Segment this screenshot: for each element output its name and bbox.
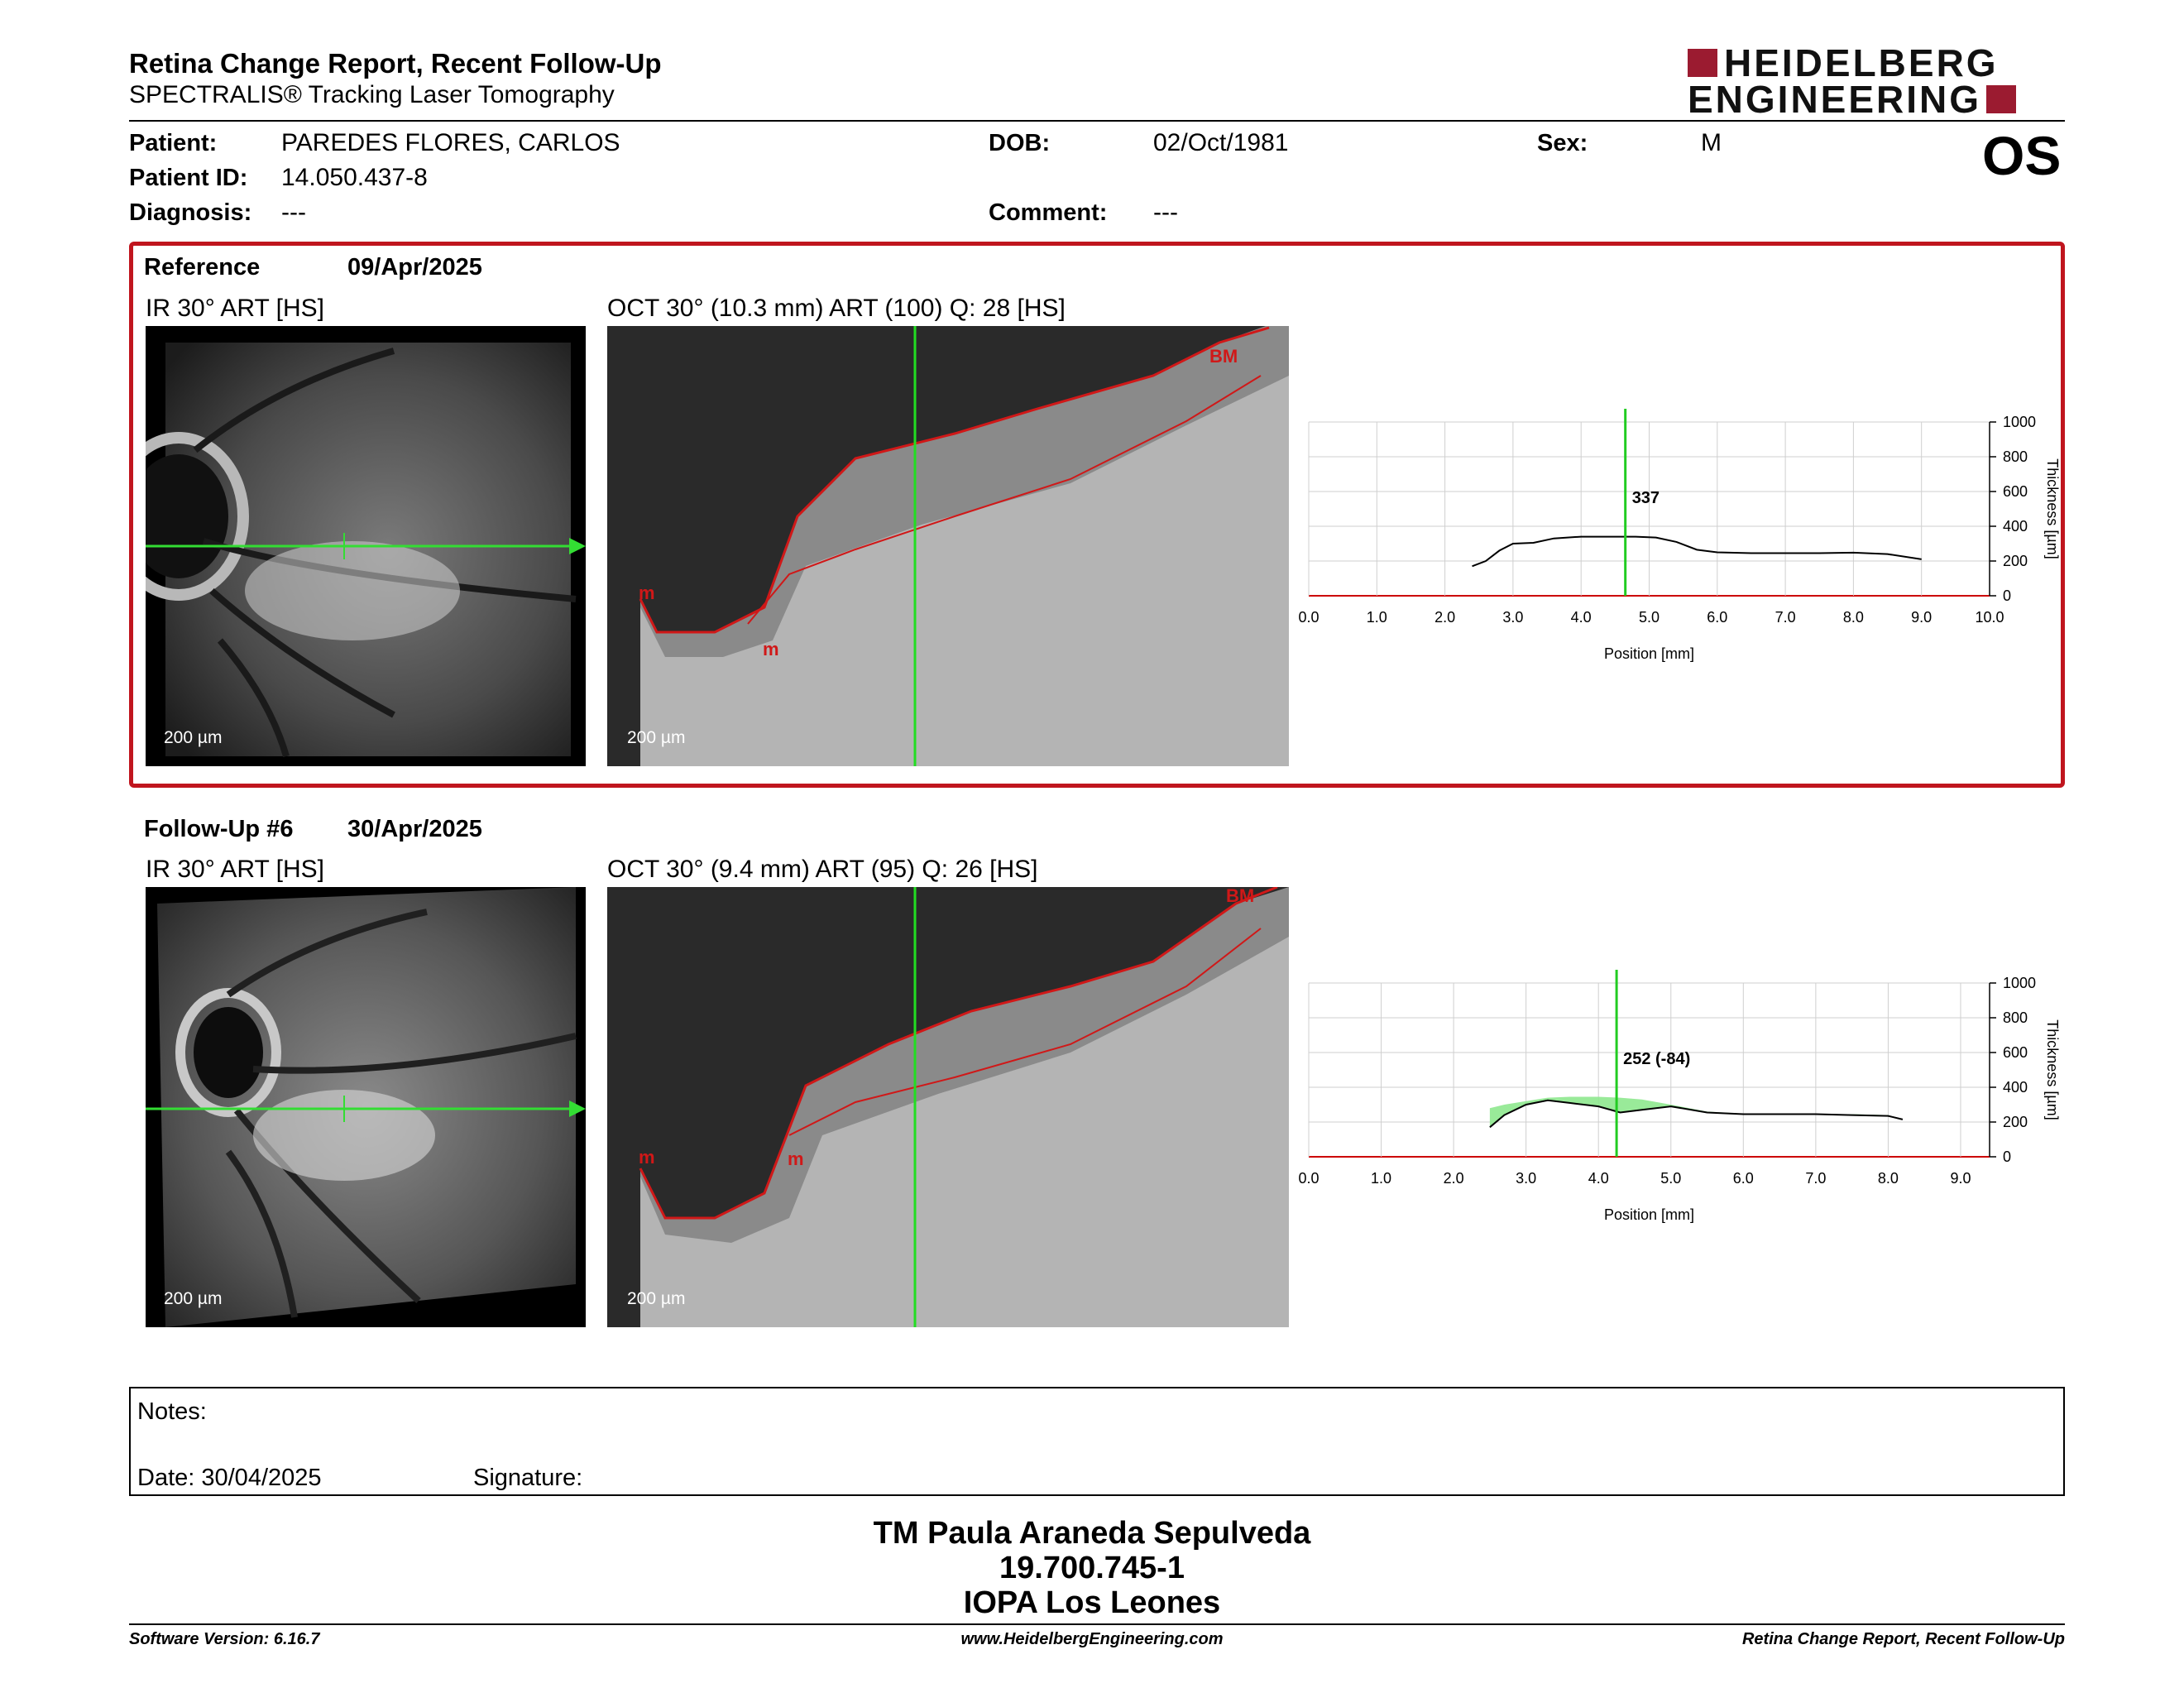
- tick-label-y: 200: [2003, 553, 2028, 569]
- tick-label-x: 7.0: [1775, 609, 1796, 626]
- notes-label: Notes:: [137, 1398, 207, 1425]
- followup-ir-image[interactable]: 200 µm: [146, 887, 586, 1327]
- tick-label-x: 2.0: [1434, 609, 1455, 626]
- tick-label-x: 3.0: [1516, 1170, 1536, 1187]
- footer-url[interactable]: www.HeidelbergEngineering.com: [960, 1630, 1224, 1648]
- followup-ir-scale: 200 µm: [164, 1289, 223, 1308]
- footer-divider: [129, 1623, 2065, 1625]
- tick-label-x: 0.0: [1298, 609, 1319, 626]
- heidelberg-logo: HEIDELBERG ENGINEERING: [1688, 44, 2068, 118]
- sex-label: Sex:: [1537, 130, 1588, 156]
- patient-id: 14.050.437-8: [281, 164, 428, 191]
- reference-oct-marker-m2: m: [763, 639, 779, 659]
- tick-label-y: 400: [2003, 518, 2028, 535]
- eye-indicator: OS: [1982, 125, 2062, 186]
- tick-label-x: 4.0: [1571, 609, 1592, 626]
- signatory-name: TM Paula Araneda Sepulveda: [873, 1516, 1311, 1551]
- tick-label-x: 0.0: [1298, 1170, 1319, 1187]
- tick-label-y: 600: [2003, 483, 2028, 500]
- reference-thickness-chart: 0 200 400 600 800 1000 0.0 1.0 2.0 3.0 4.0 5.0 6.0 7.…: [1291, 409, 2068, 682]
- tick-label-x: 5.0: [1639, 609, 1660, 626]
- logo-square-icon: [1688, 49, 1717, 77]
- reference-label: Reference: [144, 254, 261, 281]
- followup-ir-caption: IR 30° ART [HS]: [146, 856, 324, 883]
- followup-oct-marker-m2: m: [788, 1149, 804, 1169]
- tick-label-x: 5.0: [1660, 1170, 1681, 1187]
- logo-square-icon: [1986, 85, 2017, 113]
- thickness-change-area: [1489, 1096, 1903, 1128]
- tick-label-y: 1000: [2003, 975, 2036, 991]
- patient-id-label: Patient ID:: [129, 165, 248, 191]
- reference-ir-caption: IR 30° ART [HS]: [146, 295, 324, 322]
- reference-oct-scale: 200 µm: [627, 728, 686, 747]
- cursor-value-label: 337: [1632, 489, 1660, 507]
- tick-label-x: 9.0: [1950, 1170, 1971, 1187]
- dob-value: 02/Oct/1981: [1153, 129, 1289, 156]
- diagnosis-value: ---: [281, 199, 306, 226]
- followup-thickness-chart-svg: 0 200 400 600 800 1000 0.0 1.0 2.0 3.0 4.0 5.0 6.0 7.…: [1298, 970, 2061, 1223]
- tick-label-x: 1.0: [1371, 1170, 1391, 1187]
- followup-date: 30/Apr/2025: [347, 816, 482, 842]
- x-axis-label: Position [mm]: [1604, 1206, 1694, 1223]
- followup-oct-caption: OCT 30° (9.4 mm) ART (95) Q: 26 [HS]: [607, 856, 1038, 883]
- signatory-id: 19.700.745-1: [999, 1551, 1185, 1585]
- tick-label-y: 1000: [2003, 414, 2036, 430]
- y-axis-label: Thickness [µm]: [2044, 1019, 2061, 1120]
- y-axis-label: Thickness [µm]: [2044, 458, 2061, 559]
- header-divider: [129, 120, 2065, 122]
- tick-label-x: 4.0: [1588, 1170, 1609, 1187]
- cursor-value-label: 252 (-84): [1623, 1050, 1690, 1068]
- tick-label-y: 800: [2003, 1009, 2028, 1026]
- dob-label: DOB:: [989, 130, 1051, 156]
- followup-label: Follow-Up #6: [144, 816, 294, 842]
- tick-label-x: 1.0: [1367, 609, 1387, 626]
- reference-date: 09/Apr/2025: [347, 254, 482, 281]
- x-axis-label: Position [mm]: [1604, 645, 1694, 662]
- sex-value: M: [1701, 129, 1722, 156]
- tick-label-y: 800: [2003, 448, 2028, 465]
- followup-oct-scale: 200 µm: [627, 1289, 686, 1308]
- followup-thickness-chart: 0 200 400 600 800 1000 0.0 1.0 2.0 3.0 4.0 5.0 6.0 7.…: [1291, 970, 2068, 1243]
- tick-label-x: 9.0: [1911, 609, 1932, 626]
- footer-report-name: Retina Change Report, Recent Follow-Up: [1741, 1630, 2065, 1648]
- reference-box: [129, 242, 2065, 788]
- tick-label-y: 0: [2003, 587, 2011, 604]
- patient-name-label: Patient:: [129, 130, 218, 156]
- signatory-clinic: IOPA Los Leones: [963, 1585, 1221, 1620]
- reference-oct-marker-bm: BM: [1209, 346, 1238, 367]
- reference-oct-image[interactable]: m m BM 200 µm: [607, 326, 1289, 766]
- tick-label-x: 8.0: [1843, 609, 1864, 626]
- tick-label-x: 10.0: [1975, 609, 2004, 626]
- tick-label-x: 3.0: [1502, 609, 1523, 626]
- report-subtitle: SPECTRALIS® Tracking Laser Tomography: [129, 81, 615, 108]
- tick-label-y: 200: [2003, 1114, 2028, 1130]
- tick-label-y: 0: [2003, 1149, 2011, 1165]
- tick-label-x: 6.0: [1733, 1170, 1754, 1187]
- comment-value: ---: [1153, 199, 1178, 226]
- notes-box[interactable]: Notes: Date: 30/04/2025 Signature:: [129, 1387, 2065, 1496]
- tick-label-x: 2.0: [1444, 1170, 1464, 1187]
- thickness-line: [1489, 1099, 1904, 1129]
- tick-label-x: 8.0: [1878, 1170, 1899, 1187]
- comment-label: Comment:: [989, 199, 1108, 226]
- followup-oct-marker-m1: m: [639, 1147, 655, 1168]
- diagnosis-label: Diagnosis:: [129, 199, 252, 226]
- tick-label-y: 600: [2003, 1044, 2028, 1061]
- tick-label-x: 6.0: [1707, 609, 1727, 626]
- reference-ir-image[interactable]: 200 µm: [146, 326, 586, 766]
- patient-name: PAREDES FLORES, CARLOS: [281, 129, 620, 156]
- reference-ir-scale: 200 µm: [164, 728, 223, 747]
- reference-thickness-chart-svg: 0 200 400 600 800 1000 0.0 1.0 2.0 3.0 4.0 5.0 6.0 7.…: [1298, 409, 2061, 662]
- notes-date: Date: 30/04/2025: [137, 1465, 322, 1491]
- followup-oct-marker-bm: BM: [1226, 887, 1254, 906]
- report-title: Retina Change Report, Recent Follow-Up: [129, 48, 662, 79]
- notes-signature-label: Signature:: [473, 1465, 583, 1491]
- tick-label-x: 7.0: [1805, 1170, 1826, 1187]
- thickness-line: [1472, 535, 1922, 568]
- followup-oct-image[interactable]: m m BM 200 µm: [607, 887, 1289, 1327]
- reference-oct-marker-m1: m: [639, 583, 655, 603]
- footer-software-version: Software Version: 6.16.7: [129, 1630, 320, 1648]
- tick-label-y: 400: [2003, 1079, 2028, 1096]
- reference-oct-caption: OCT 30° (10.3 mm) ART (100) Q: 28 [HS]: [607, 295, 1066, 322]
